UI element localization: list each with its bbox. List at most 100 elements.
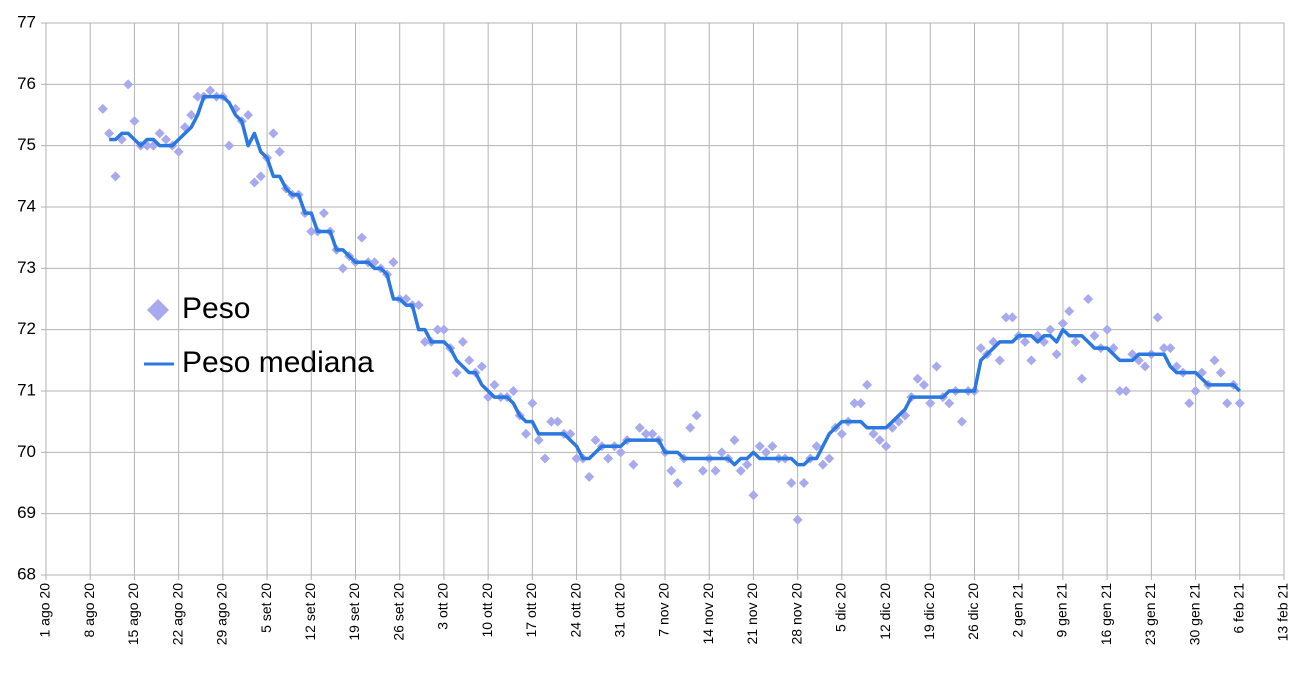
data-point [546, 416, 557, 427]
y-tick-label: 76 [17, 74, 36, 93]
data-point [205, 85, 216, 96]
data-point [956, 416, 967, 427]
data-point [539, 453, 550, 464]
x-tick-label: 24 ott 20 [567, 583, 583, 638]
data-point [438, 324, 449, 335]
data-point [735, 465, 746, 476]
data-point [1045, 324, 1056, 335]
data-point [1057, 318, 1068, 329]
data-point [1140, 361, 1151, 372]
data-point [647, 428, 658, 439]
data-point [817, 459, 828, 470]
y-tick-label: 74 [17, 196, 36, 215]
y-tick-label: 70 [17, 442, 36, 461]
data-point [1020, 336, 1031, 347]
data-point [192, 91, 203, 102]
data-point [868, 428, 879, 439]
data-point [318, 208, 329, 219]
data-point [666, 465, 677, 476]
data-point [1152, 312, 1163, 323]
data-point [1102, 324, 1113, 335]
data-point [123, 79, 134, 90]
data-point [104, 128, 115, 139]
x-tick-label: 7 nov 20 [656, 583, 672, 637]
data-point [527, 398, 538, 409]
data-point [1190, 386, 1201, 396]
y-tick-label: 72 [17, 319, 36, 338]
data-point [742, 459, 753, 470]
data-point [337, 263, 348, 274]
data-point [521, 428, 532, 439]
data-point [716, 447, 727, 458]
x-tick-label: 1 ago 20 [37, 583, 53, 638]
data-point [849, 398, 860, 409]
x-tick-label: 19 set 20 [346, 583, 362, 641]
data-point [1215, 367, 1226, 378]
data-point [767, 441, 778, 452]
data-point [268, 128, 279, 139]
data-line [109, 94, 1242, 467]
data-point [1026, 355, 1037, 366]
data-point [628, 459, 639, 470]
data-point [274, 146, 285, 157]
data-point [1158, 343, 1169, 354]
data-point [1001, 312, 1012, 323]
data-point [306, 226, 317, 237]
x-tick-label: 5 dic 20 [833, 583, 849, 632]
data-point [603, 453, 614, 464]
x-tick-label: 17 ott 20 [523, 583, 539, 638]
x-tick-label: 22 ago 20 [169, 583, 185, 645]
data-point [432, 324, 443, 335]
data-point [862, 379, 873, 390]
data-point [224, 140, 235, 151]
data-point [855, 398, 866, 409]
data-point [697, 465, 708, 476]
data-point [476, 361, 487, 372]
data-point [786, 478, 797, 488]
data-point [464, 355, 475, 366]
x-tick-label: 15 ago 20 [125, 583, 141, 645]
data-point [161, 134, 172, 145]
data-point [748, 490, 759, 501]
data-point [925, 398, 936, 409]
data-point [710, 465, 721, 476]
data-point [249, 177, 260, 188]
x-tick-label: 3 ott 20 [435, 583, 451, 630]
data-point [1222, 398, 1233, 409]
data-point [918, 379, 929, 390]
data-point [912, 373, 923, 384]
data-point [975, 343, 986, 354]
data-point [489, 379, 500, 390]
x-tick-label: 8 ago 20 [81, 583, 97, 638]
x-tick-label: 12 set 20 [302, 583, 318, 641]
data-point [97, 103, 108, 114]
data-point [154, 128, 165, 139]
data-point [944, 398, 955, 409]
data-point [1083, 294, 1094, 304]
data-point [798, 478, 809, 488]
x-tick-label: 2 gen 21 [1009, 583, 1025, 638]
data-point [1184, 398, 1195, 409]
data-point [754, 441, 765, 452]
x-tick-label: 5 set 20 [258, 583, 274, 633]
data-point [590, 435, 601, 446]
data-point [533, 435, 544, 446]
data-point [110, 171, 121, 182]
x-tick-label: 19 dic 20 [921, 583, 937, 640]
x-tick-label: 30 gen 21 [1186, 583, 1202, 645]
data-point [634, 422, 645, 433]
data-point [874, 435, 885, 446]
data-point [451, 367, 462, 378]
x-tick-label: 9 gen 21 [1054, 583, 1070, 638]
legend-label: Peso [182, 292, 250, 325]
legend-label: Peso mediana [182, 346, 374, 379]
data-point [1165, 343, 1176, 354]
data-point [1121, 386, 1132, 396]
x-tick-label: 28 nov 20 [788, 583, 804, 645]
data-point [994, 355, 1005, 366]
data-point [685, 422, 696, 433]
data-point [691, 410, 702, 421]
x-tick-label: 31 ott 20 [611, 583, 627, 638]
data-point [413, 300, 424, 311]
